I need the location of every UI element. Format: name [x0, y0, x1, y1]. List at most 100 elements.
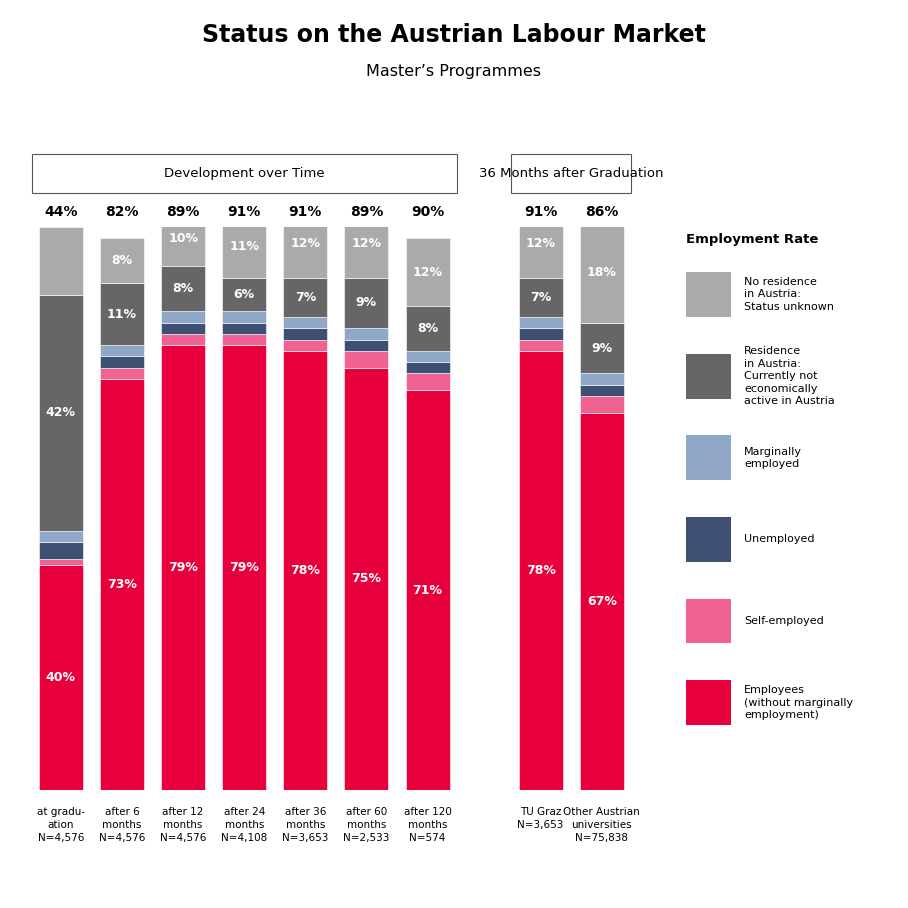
- Text: 79%: 79%: [168, 561, 198, 574]
- Text: 86%: 86%: [585, 204, 618, 219]
- Bar: [579, 396, 624, 413]
- Text: Marginally
employed: Marginally employed: [744, 447, 802, 469]
- Text: 12%: 12%: [351, 237, 381, 251]
- Text: 18%: 18%: [587, 265, 617, 279]
- Bar: [100, 345, 144, 357]
- Text: 8%: 8%: [173, 282, 193, 295]
- Text: 6%: 6%: [233, 288, 255, 301]
- Bar: [100, 357, 144, 368]
- Bar: [518, 210, 563, 278]
- Text: after 6
months
N=4,576: after 6 months N=4,576: [99, 807, 145, 844]
- Text: 78%: 78%: [526, 564, 556, 577]
- Bar: [100, 368, 144, 379]
- Bar: [511, 153, 631, 193]
- Text: 91%: 91%: [524, 204, 558, 219]
- Bar: [579, 413, 624, 790]
- Bar: [161, 334, 205, 345]
- Bar: [222, 311, 266, 322]
- Text: after 24
months
N=4,108: after 24 months N=4,108: [221, 807, 267, 844]
- Text: 89%: 89%: [166, 204, 200, 219]
- Bar: [283, 350, 327, 790]
- Text: 7%: 7%: [295, 291, 316, 304]
- Bar: [686, 272, 732, 317]
- Text: 73%: 73%: [107, 578, 137, 591]
- Bar: [222, 216, 266, 278]
- Bar: [161, 210, 205, 266]
- Bar: [344, 210, 389, 278]
- Bar: [518, 329, 563, 340]
- Text: 90%: 90%: [411, 204, 444, 219]
- Text: 12%: 12%: [291, 237, 321, 251]
- Bar: [344, 340, 389, 350]
- Text: 91%: 91%: [228, 204, 261, 219]
- Bar: [222, 334, 266, 345]
- Text: 7%: 7%: [530, 291, 551, 304]
- Text: Development over Time: Development over Time: [163, 167, 324, 180]
- Bar: [344, 278, 389, 329]
- Text: 91%: 91%: [289, 204, 322, 219]
- Text: 10%: 10%: [168, 232, 198, 245]
- Bar: [100, 283, 144, 345]
- Text: 71%: 71%: [412, 584, 442, 597]
- Text: 79%: 79%: [229, 561, 259, 574]
- Text: 8%: 8%: [417, 321, 438, 335]
- Text: after 36
months
N=3,653: after 36 months N=3,653: [282, 807, 329, 844]
- Bar: [579, 322, 624, 373]
- Text: 82%: 82%: [105, 204, 139, 219]
- Bar: [686, 435, 732, 480]
- Bar: [161, 345, 205, 790]
- Bar: [283, 210, 327, 278]
- Text: 11%: 11%: [107, 308, 137, 321]
- Text: 40%: 40%: [45, 671, 76, 684]
- Text: at gradu-
ation
N=4,576: at gradu- ation N=4,576: [37, 807, 85, 844]
- Bar: [100, 238, 144, 283]
- Text: Residence
in Austria:
Currently not
economically
active in Austria: Residence in Austria: Currently not econ…: [744, 346, 834, 406]
- Bar: [579, 222, 624, 322]
- Bar: [39, 542, 83, 559]
- Bar: [161, 311, 205, 322]
- Bar: [686, 517, 732, 562]
- Text: Other Austrian
universities
N=75,838: Other Austrian universities N=75,838: [563, 807, 640, 844]
- Text: Self-employed: Self-employed: [744, 616, 824, 626]
- Bar: [344, 329, 389, 340]
- Bar: [32, 153, 457, 193]
- Text: 12%: 12%: [526, 237, 556, 251]
- Bar: [161, 322, 205, 334]
- Bar: [686, 598, 732, 644]
- Text: Status on the Austrian Labour Market: Status on the Austrian Labour Market: [202, 23, 706, 46]
- Bar: [39, 227, 83, 294]
- Text: 89%: 89%: [350, 204, 383, 219]
- Text: Employees
(without marginally
employment): Employees (without marginally employment…: [744, 686, 854, 720]
- Bar: [283, 317, 327, 329]
- Bar: [344, 350, 389, 368]
- Text: 9%: 9%: [356, 297, 377, 310]
- Bar: [39, 531, 83, 542]
- Bar: [100, 379, 144, 790]
- Text: after 12
months
N=4,576: after 12 months N=4,576: [160, 807, 206, 844]
- Text: TU Graz
N=3,653: TU Graz N=3,653: [518, 807, 564, 830]
- Bar: [518, 350, 563, 790]
- Bar: [39, 294, 83, 531]
- Text: 8%: 8%: [112, 254, 133, 267]
- Text: 67%: 67%: [587, 595, 617, 607]
- Text: Master’s Programmes: Master’s Programmes: [367, 64, 541, 79]
- Bar: [283, 278, 327, 317]
- Text: after 60
months
N=2,533: after 60 months N=2,533: [343, 807, 390, 844]
- Bar: [686, 353, 732, 399]
- Text: 42%: 42%: [45, 406, 76, 419]
- Bar: [406, 390, 449, 790]
- Bar: [518, 278, 563, 317]
- Bar: [344, 368, 389, 790]
- Bar: [518, 317, 563, 329]
- Text: 36 Months after Graduation: 36 Months after Graduation: [479, 167, 664, 180]
- Text: 11%: 11%: [229, 241, 259, 253]
- Bar: [283, 340, 327, 350]
- Bar: [406, 238, 449, 306]
- Bar: [222, 345, 266, 790]
- Bar: [579, 373, 624, 385]
- Bar: [39, 559, 83, 565]
- Text: 75%: 75%: [351, 572, 381, 586]
- Text: 12%: 12%: [412, 265, 442, 279]
- Bar: [518, 340, 563, 350]
- Bar: [222, 278, 266, 311]
